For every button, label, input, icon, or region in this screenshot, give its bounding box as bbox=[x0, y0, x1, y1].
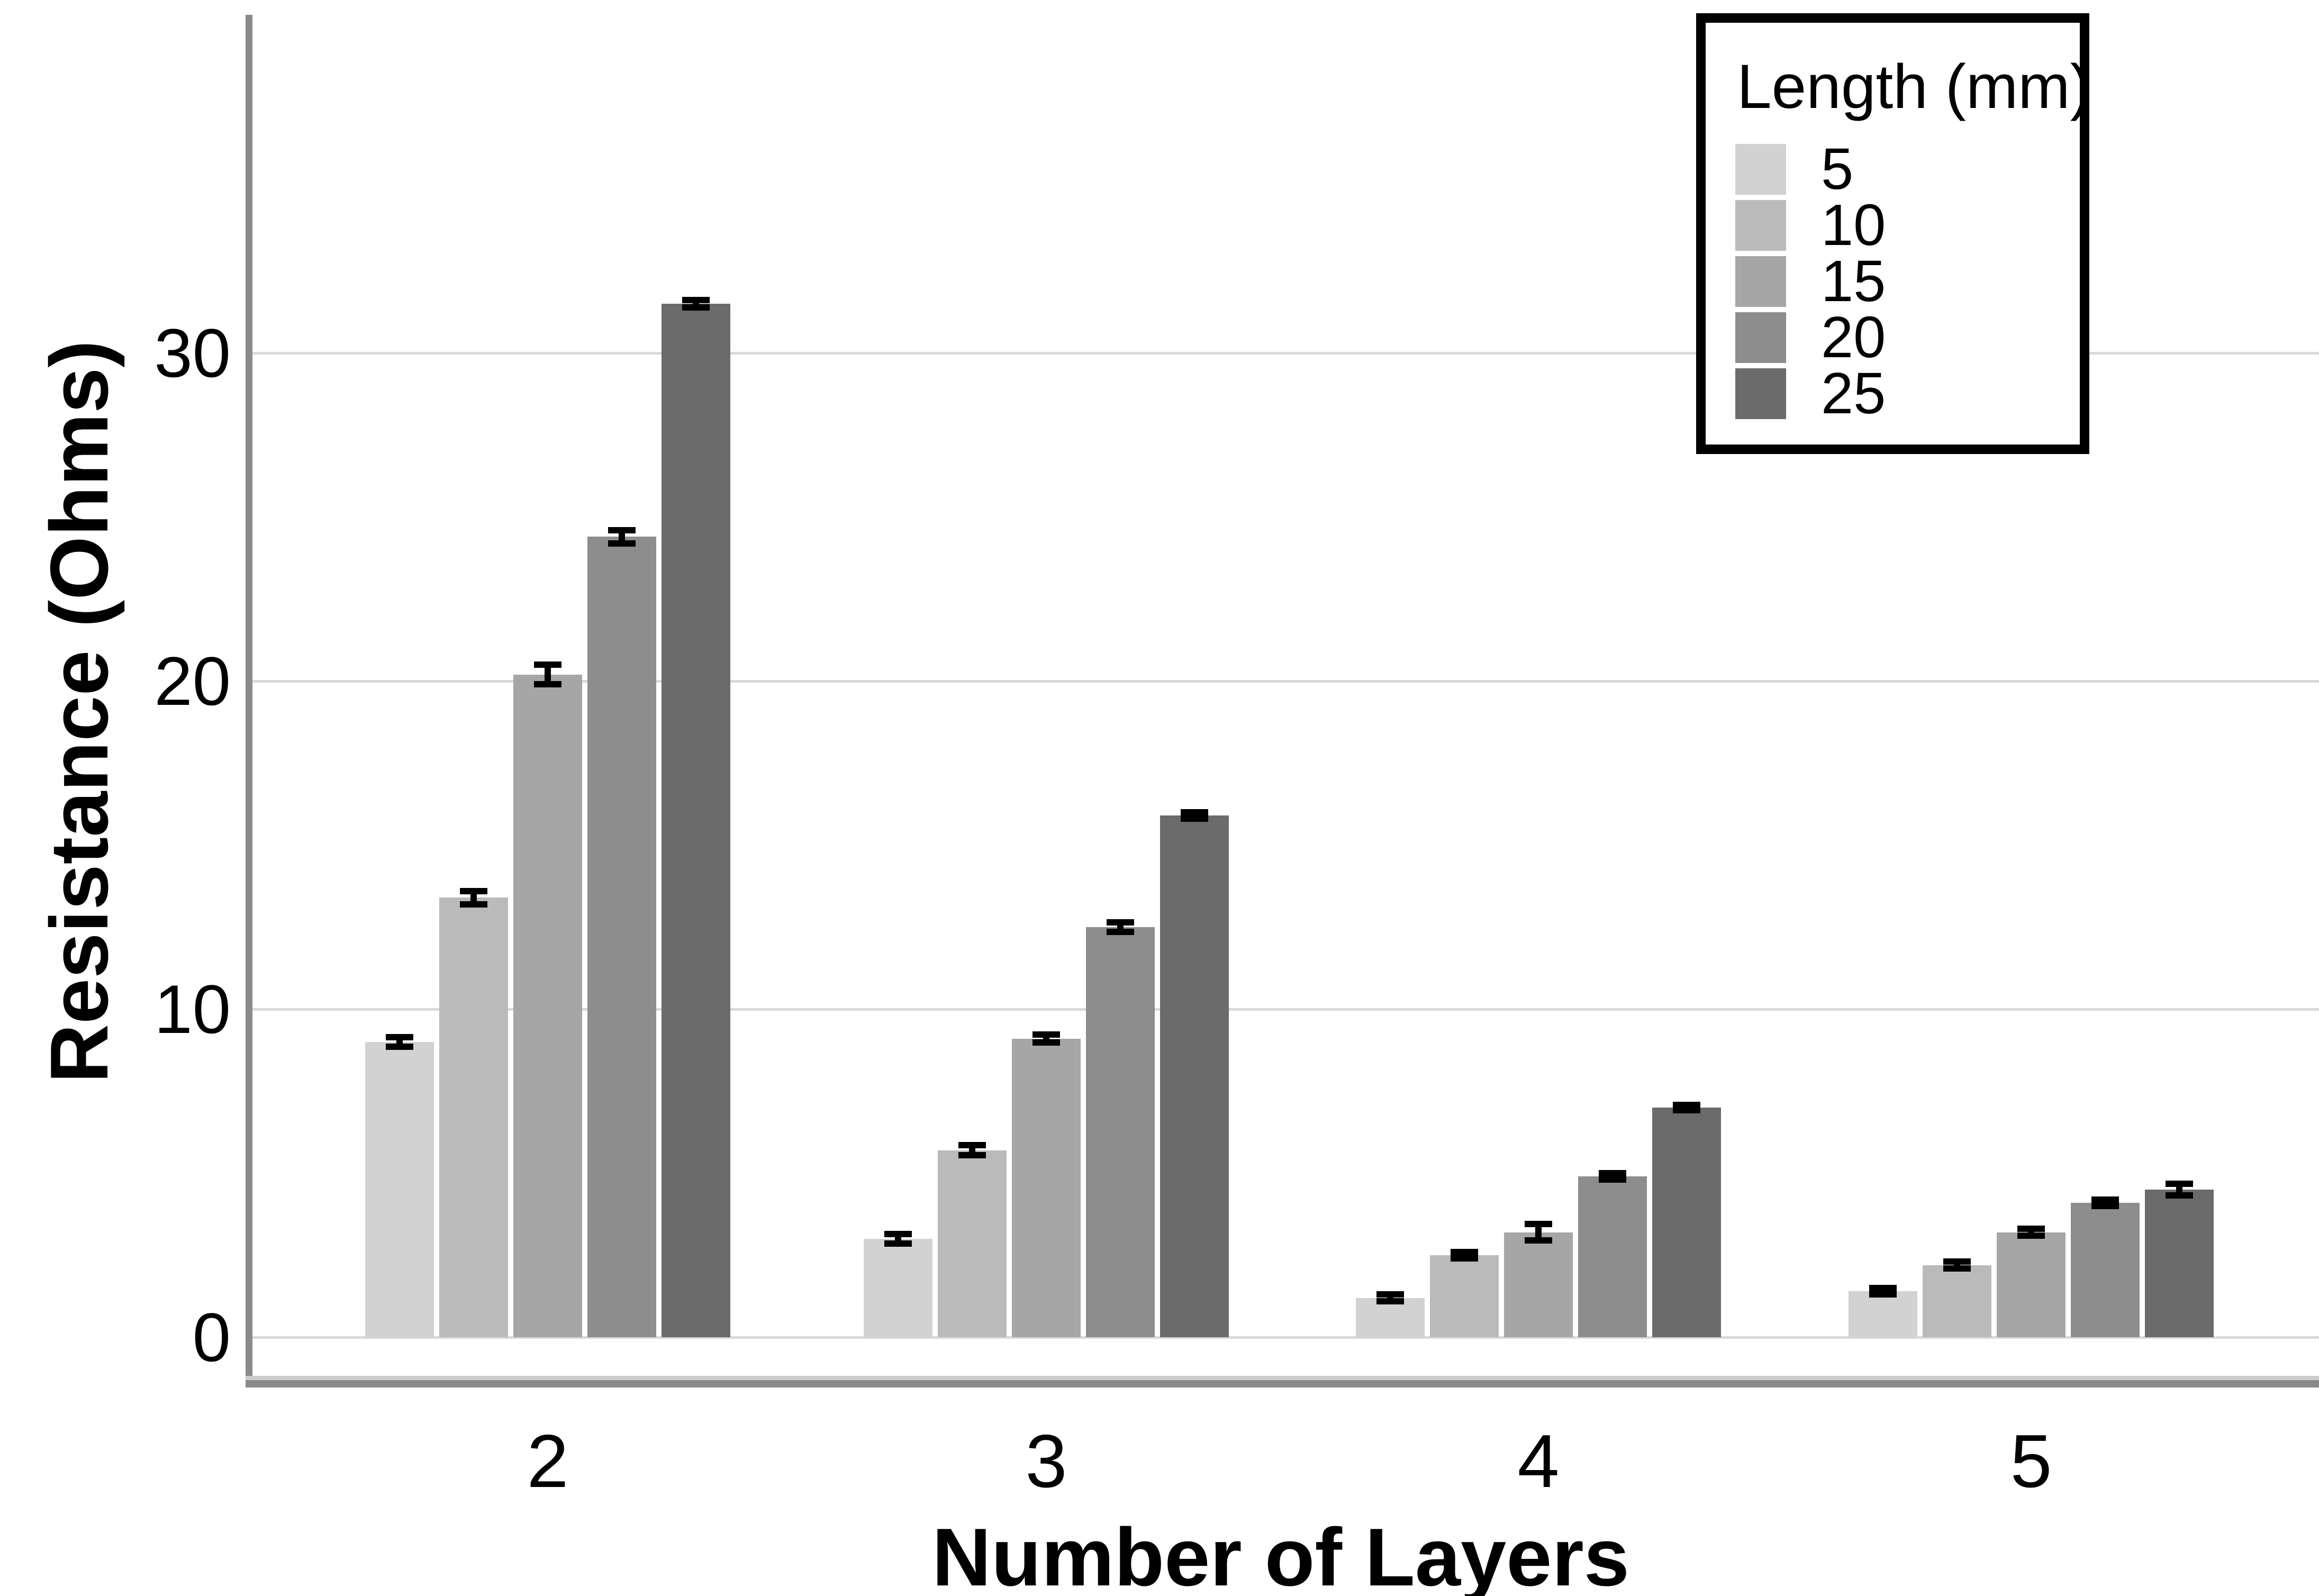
error-bar-cap bbox=[1673, 1107, 1700, 1113]
y-tick-label: 0 bbox=[192, 1299, 231, 1376]
bar bbox=[1578, 1176, 1647, 1337]
bar bbox=[662, 304, 730, 1337]
error-bar-cap bbox=[1032, 1039, 1060, 1046]
legend-entry-label: 5 bbox=[1821, 137, 1854, 202]
error-bar-cap bbox=[1599, 1176, 1626, 1183]
error-bar-cap bbox=[1451, 1248, 1478, 1255]
error-bar-cap bbox=[2017, 1232, 2045, 1239]
legend-entry-label: 10 bbox=[1821, 193, 1886, 258]
y-tick-label: 10 bbox=[154, 971, 231, 1048]
error-bar-cap bbox=[1181, 815, 1208, 822]
error-bar-cap bbox=[1869, 1285, 1897, 1291]
error-bar-cap bbox=[1376, 1291, 1404, 1298]
x-axis-title: Number of Layers bbox=[932, 1511, 1629, 1596]
gridline bbox=[246, 352, 2319, 355]
bar bbox=[587, 537, 656, 1337]
bar bbox=[1086, 927, 1155, 1337]
bar bbox=[513, 674, 582, 1337]
bar bbox=[1504, 1232, 1573, 1337]
bar bbox=[938, 1150, 1007, 1337]
error-bar-cap bbox=[958, 1142, 986, 1149]
x-axis-line-highlight bbox=[246, 1376, 2319, 1380]
error-bar-whisker bbox=[545, 665, 551, 685]
error-bar-cap bbox=[2166, 1192, 2193, 1199]
error-bar-whisker bbox=[619, 530, 625, 543]
error-bar-cap bbox=[608, 540, 636, 547]
legend-entry-label: 25 bbox=[1821, 361, 1886, 426]
y-tick-label: 20 bbox=[154, 642, 231, 720]
error-bar-cap bbox=[1599, 1170, 1626, 1176]
bar bbox=[1652, 1108, 1721, 1337]
error-bar-cap bbox=[608, 527, 636, 533]
error-bar-cap bbox=[534, 661, 561, 668]
error-bar-cap bbox=[1673, 1102, 1700, 1109]
error-bar-cap bbox=[1376, 1298, 1404, 1304]
error-bar-cap bbox=[534, 681, 561, 688]
error-bar-whisker bbox=[1535, 1224, 1542, 1241]
error-bar-cap bbox=[1525, 1221, 1552, 1228]
error-bar-cap bbox=[1943, 1258, 1971, 1265]
error-bar-cap bbox=[1107, 919, 1134, 926]
x-tick-label: 4 bbox=[1517, 1419, 1560, 1503]
legend-entry-label: 15 bbox=[1821, 249, 1886, 314]
x-tick-label: 5 bbox=[2010, 1419, 2052, 1503]
bar bbox=[864, 1239, 932, 1337]
x-tick-label: 3 bbox=[1025, 1419, 1067, 1503]
bar bbox=[1012, 1038, 1081, 1337]
legend-swatch bbox=[1735, 200, 1786, 251]
bar bbox=[2145, 1190, 2214, 1337]
error-bar-cap bbox=[1032, 1031, 1060, 1038]
bar bbox=[1849, 1291, 1917, 1337]
legend-swatch bbox=[1735, 312, 1786, 363]
error-bar-cap bbox=[2017, 1226, 2045, 1232]
x-tick-label: 2 bbox=[527, 1419, 569, 1503]
y-tick-label: 30 bbox=[154, 314, 231, 392]
bar bbox=[1160, 815, 1229, 1337]
legend-swatch bbox=[1735, 256, 1786, 307]
gridline bbox=[246, 680, 2319, 683]
error-bar-cap bbox=[2091, 1203, 2119, 1209]
x-axis-line bbox=[246, 1380, 2319, 1388]
error-bar-cap bbox=[2091, 1196, 2119, 1203]
error-bar-cap bbox=[1181, 809, 1208, 815]
bar bbox=[1356, 1298, 1425, 1337]
legend-entry-label: 20 bbox=[1821, 305, 1886, 370]
error-bar-cap bbox=[958, 1151, 986, 1158]
error-bar-whisker bbox=[470, 891, 477, 904]
bar bbox=[1997, 1232, 2066, 1337]
error-bar-cap bbox=[1869, 1291, 1897, 1298]
legend: Length (mm) 5 10 15 20 25 bbox=[1696, 13, 2091, 454]
bar bbox=[1430, 1255, 1499, 1337]
gridline bbox=[246, 1336, 2319, 1339]
error-bar-cap bbox=[460, 887, 487, 894]
bar bbox=[439, 897, 508, 1337]
error-bar-cap bbox=[460, 901, 487, 908]
error-bar-cap bbox=[1525, 1237, 1552, 1244]
error-bar-cap bbox=[386, 1044, 413, 1050]
error-bar-cap bbox=[386, 1033, 413, 1040]
error-bar-cap bbox=[2166, 1180, 2193, 1187]
error-bar-cap bbox=[682, 296, 710, 303]
error-bar-cap bbox=[1943, 1265, 1971, 1272]
error-bar-cap bbox=[884, 1230, 912, 1237]
bar bbox=[365, 1042, 434, 1337]
legend-swatch bbox=[1735, 144, 1786, 195]
legend-swatch bbox=[1735, 368, 1786, 419]
bar bbox=[1923, 1265, 1991, 1337]
gridline bbox=[246, 1008, 2319, 1011]
error-bar-cap bbox=[884, 1240, 912, 1247]
error-bar-cap bbox=[1107, 929, 1134, 936]
y-axis-line bbox=[246, 15, 252, 1388]
error-bar-cap bbox=[1451, 1255, 1478, 1262]
error-bar-cap bbox=[682, 304, 710, 311]
legend-title: Length (mm) bbox=[1737, 52, 2091, 122]
bar bbox=[2071, 1202, 2140, 1337]
